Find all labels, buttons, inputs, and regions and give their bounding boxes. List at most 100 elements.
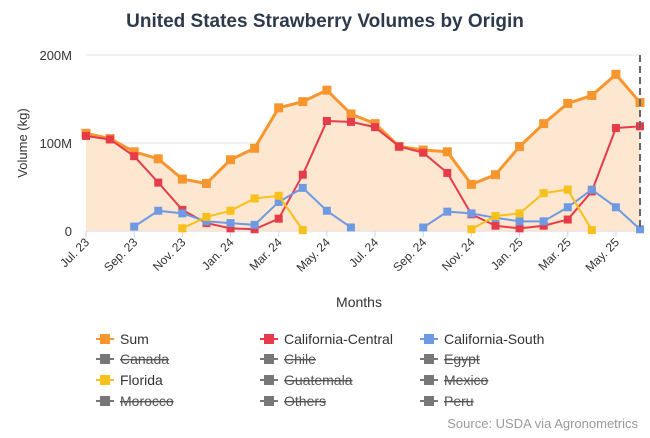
data-point[interactable] [129,147,139,157]
series-line [85,120,641,231]
data-point[interactable] [563,203,572,212]
data-point[interactable] [491,221,500,230]
data-point[interactable] [419,148,428,157]
data-point[interactable] [587,185,596,194]
legend-item-guatemala[interactable]: Guatemala [260,372,353,388]
data-point[interactable] [178,224,187,233]
data-point[interactable] [322,85,332,95]
data-point[interactable] [443,207,452,216]
data-point[interactable] [611,69,621,79]
data-point[interactable] [419,223,428,232]
data-point[interactable] [490,170,500,180]
x-tick-label: Mar. 25 [536,235,574,273]
legend-label: California-Central [284,331,393,347]
data-point[interactable] [298,170,307,179]
data-point[interactable] [442,147,452,157]
data-point[interactable] [82,131,90,140]
legend-item-florida[interactable]: Florida [96,372,163,388]
data-point[interactable] [154,206,163,215]
y-tick-label: 100M [39,136,72,151]
legend-label: Guatemala [284,372,353,388]
legend-item-mexico[interactable]: Mexico [420,372,489,388]
data-point[interactable] [346,117,355,126]
series-california-south [130,183,644,234]
legend-label: Florida [120,372,163,388]
data-point[interactable] [443,168,452,177]
data-point[interactable] [298,97,308,107]
legend-item-morocco[interactable]: Morocco [96,393,174,409]
data-point[interactable] [178,209,187,218]
data-point[interactable] [322,117,331,125]
data-point[interactable] [274,103,284,113]
data-point[interactable] [226,155,236,165]
data-point[interactable] [395,142,404,151]
x-tick-label: May. 25 [583,235,623,275]
legend-item-peru[interactable]: Peru [420,393,474,409]
legend-item-egypt[interactable]: Egypt [420,351,480,367]
x-tick-label: Mar. 24 [247,235,285,273]
data-point[interactable] [515,224,524,233]
legend-marker [424,354,434,364]
data-point[interactable] [371,123,380,132]
series-sum [81,69,645,231]
y-axis-label: Volume (kg) [15,108,30,177]
data-point[interactable] [130,222,139,231]
data-point[interactable] [298,226,307,235]
data-point[interactable] [466,179,476,189]
data-point[interactable] [226,206,235,215]
data-point[interactable] [250,143,260,153]
data-point[interactable] [539,189,548,198]
data-point[interactable] [226,224,235,233]
data-point[interactable] [202,212,211,221]
legend-item-canada[interactable]: Canada [96,351,169,367]
series-florida [178,185,596,235]
legend-item-chile[interactable]: Chile [260,351,316,367]
data-point[interactable] [346,223,355,232]
legend-item-sum[interactable]: Sum [96,331,149,347]
data-point[interactable] [153,154,163,164]
data-point[interactable] [322,206,331,215]
data-point[interactable] [539,217,548,226]
data-point[interactable] [274,214,283,223]
data-point[interactable] [539,221,548,230]
legend-item-california-south[interactable]: California-South [420,331,544,347]
data-point[interactable] [539,119,549,129]
data-point[interactable] [177,174,187,184]
data-point[interactable] [587,90,597,100]
data-point[interactable] [346,109,356,119]
data-point[interactable] [201,178,211,188]
data-point[interactable] [563,215,572,224]
legend-label: Chile [284,351,316,367]
data-point[interactable] [274,191,283,200]
data-point[interactable] [515,217,524,226]
x-tick-label: Sep. 24 [390,235,429,274]
legend-label: Mexico [444,372,489,388]
data-point[interactable] [274,197,283,206]
data-point[interactable] [154,178,163,187]
x-tick-label: May. 24 [294,235,334,275]
data-point[interactable] [298,183,307,192]
data-point[interactable] [611,124,620,133]
legend-marker [100,396,110,406]
data-point[interactable] [636,225,644,234]
data-point[interactable] [202,217,211,226]
data-point[interactable] [250,225,259,234]
legend-marker [100,334,110,344]
data-point[interactable] [226,219,235,228]
data-point[interactable] [563,98,573,108]
data-point[interactable] [491,212,500,221]
data-point[interactable] [587,226,596,235]
data-point[interactable] [130,152,139,161]
data-point[interactable] [467,209,476,218]
data-point[interactable] [563,185,572,194]
data-point[interactable] [515,209,524,218]
data-point[interactable] [250,194,259,203]
data-point[interactable] [515,142,525,152]
legend-item-others[interactable]: Others [260,393,326,409]
data-point[interactable] [467,225,476,234]
data-point[interactable] [250,220,259,229]
data-point[interactable] [106,135,115,144]
data-point[interactable] [611,203,620,212]
legend-item-california-central[interactable]: California-Central [260,331,393,347]
